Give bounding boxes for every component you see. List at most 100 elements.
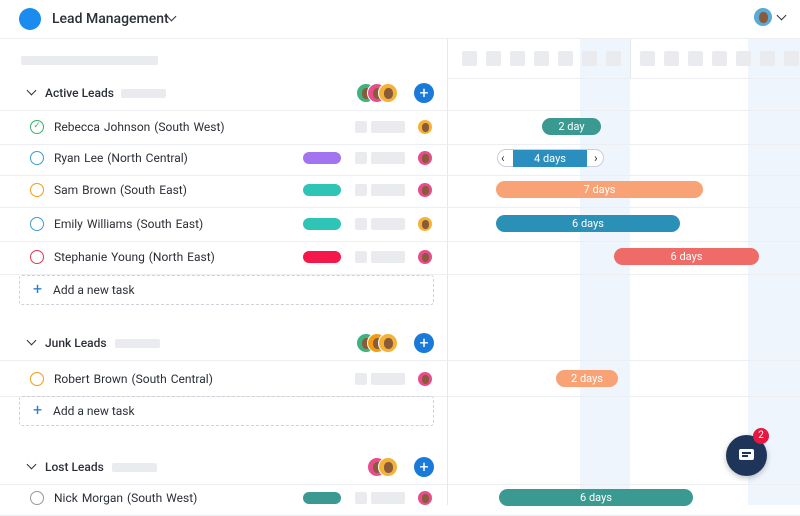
task-bar[interactable]: 2 day	[542, 118, 601, 135]
add-member-button[interactable]: +	[414, 333, 434, 353]
group-placeholder	[121, 89, 166, 98]
task-name[interactable]: Rebecca Johnson (South West)	[54, 120, 225, 134]
avatar-face	[361, 87, 371, 99]
add-icon: +	[33, 400, 43, 419]
row-border	[0, 484, 800, 485]
status-circle[interactable]	[30, 491, 44, 505]
search-placeholder	[21, 56, 158, 65]
date-placeholder	[664, 51, 679, 66]
tag	[303, 218, 341, 230]
field-placeholder	[371, 492, 405, 504]
notification-badge: 2	[753, 428, 769, 444]
chat-icon-line	[742, 455, 748, 457]
task-name[interactable]: Sam Brown (South East)	[54, 183, 187, 197]
date-placeholder	[640, 51, 655, 66]
tag	[303, 251, 341, 263]
row-border	[0, 360, 800, 361]
bar-arrow-left[interactable]: ‹	[501, 151, 505, 165]
avatar-face	[383, 87, 393, 99]
field-placeholder	[371, 251, 405, 263]
field-placeholder	[371, 152, 405, 164]
add-member-button[interactable]: +	[414, 457, 434, 477]
status-circle[interactable]	[30, 151, 44, 165]
avatar	[417, 119, 433, 135]
task-bar[interactable]: 6 days	[496, 215, 680, 232]
status-circle[interactable]	[30, 372, 44, 386]
task-name[interactable]: Stephanie Young (North East)	[54, 250, 215, 264]
add-member-button[interactable]: +	[414, 83, 434, 103]
chevron	[26, 335, 37, 346]
date-placeholder	[486, 51, 501, 66]
panel-divider	[447, 39, 448, 505]
date-placeholder	[606, 51, 621, 66]
task-bar[interactable]: 7 days	[496, 181, 703, 198]
avatar	[417, 182, 433, 198]
add-icon: +	[33, 279, 43, 298]
field-placeholder	[355, 251, 367, 263]
avatar-face	[372, 461, 382, 473]
add-task-label[interactable]: Add a new task	[53, 404, 135, 418]
date-placeholder	[510, 51, 525, 66]
week-divider	[630, 39, 631, 79]
bar-arrow-right[interactable]: ›	[594, 151, 598, 165]
task-bar[interactable]: 6 days	[499, 489, 693, 506]
day-highlight	[580, 39, 630, 505]
date-placeholder	[582, 51, 597, 66]
field-placeholder	[371, 184, 405, 196]
status-circle[interactable]	[30, 183, 44, 197]
field-placeholder	[355, 152, 367, 164]
add-task-box[interactable]	[19, 396, 434, 426]
task-name[interactable]: Robert Brown (South Central)	[54, 372, 213, 386]
date-placeholder	[784, 51, 799, 66]
task-bar[interactable]: 4 days	[513, 150, 587, 167]
row-border	[0, 144, 800, 145]
group-title[interactable]: Active Leads	[45, 86, 114, 100]
avatar-face	[361, 337, 371, 349]
avatar	[417, 371, 433, 387]
group-title[interactable]: Lost Leads	[45, 460, 104, 474]
field-placeholder	[355, 218, 367, 230]
avatar-face	[421, 493, 429, 503]
row-border	[0, 110, 800, 111]
field-placeholder	[371, 218, 405, 230]
avatar	[417, 490, 433, 506]
add-task-box[interactable]	[19, 275, 434, 305]
app-title[interactable]: Lead Management	[52, 11, 169, 27]
row-border	[0, 175, 800, 176]
avatar	[378, 83, 398, 103]
avatar	[417, 150, 433, 166]
avatar-face	[383, 461, 393, 473]
avatar	[417, 216, 433, 232]
chevron	[26, 459, 37, 470]
avatar	[417, 249, 433, 265]
status-done[interactable]: ✓	[30, 120, 44, 134]
date-placeholder	[462, 51, 477, 66]
avatar-face	[421, 374, 429, 384]
group-title[interactable]: Junk Leads	[45, 336, 107, 350]
task-name[interactable]: Ryan Lee (North Central)	[54, 151, 188, 165]
row-border	[0, 274, 800, 275]
chevron	[776, 10, 787, 21]
avatar-face	[421, 153, 429, 163]
row-border	[0, 207, 800, 208]
chat-icon	[739, 449, 754, 460]
avatar-face	[421, 185, 429, 195]
task-name[interactable]: Nick Morgan (South West)	[54, 491, 198, 505]
chat-icon-line	[742, 452, 751, 454]
date-placeholder	[534, 51, 549, 66]
date-placeholder	[736, 51, 751, 66]
status-circle[interactable]	[30, 217, 44, 231]
date-placeholder	[558, 51, 573, 66]
row-border	[0, 241, 800, 242]
field-placeholder	[371, 373, 405, 385]
avatar-face	[421, 122, 429, 132]
task-bar[interactable]: 6 days	[614, 248, 759, 265]
status-circle[interactable]	[30, 250, 44, 264]
task-name[interactable]: Emily Williams (South East)	[54, 217, 204, 231]
add-task-label[interactable]: Add a new task	[53, 283, 135, 297]
avatar-face	[372, 337, 382, 349]
avatar-face	[372, 87, 382, 99]
avatar	[378, 333, 398, 353]
task-bar[interactable]: 2 days	[556, 370, 618, 387]
avatar	[378, 457, 398, 477]
